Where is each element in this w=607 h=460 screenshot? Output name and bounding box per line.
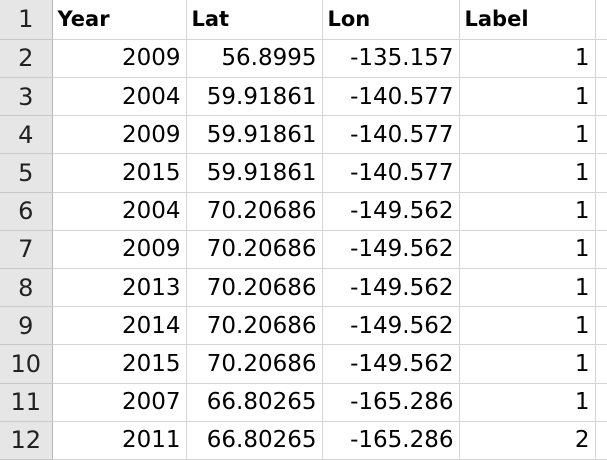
cell-label[interactable]: 1: [459, 230, 596, 269]
empty-cell[interactable]: [595, 0, 607, 40]
cell-lat[interactable]: 70.20686: [186, 192, 323, 231]
cell-lat[interactable]: 70.20686: [186, 230, 323, 269]
row-number[interactable]: 7: [0, 230, 53, 269]
row-number[interactable]: 6: [0, 192, 53, 231]
cell-lon[interactable]: -149.562: [322, 306, 460, 346]
cell-lon[interactable]: -140.577: [322, 115, 460, 155]
cell-lat[interactable]: 59.91861: [186, 115, 323, 155]
row-number[interactable]: 3: [0, 77, 53, 117]
header-row: 1 Year Lat Lon Label: [0, 0, 607, 40]
cell-year[interactable]: 2009: [52, 230, 187, 269]
row-number[interactable]: 10: [0, 344, 53, 384]
row-number[interactable]: 5: [0, 153, 53, 193]
row-number[interactable]: 1: [0, 0, 53, 40]
table-row: 11 2007 66.80265 -165.286 1: [0, 383, 607, 422]
cell-year[interactable]: 2014: [52, 306, 187, 346]
cell-lat[interactable]: 70.20686: [186, 306, 323, 346]
cell-year[interactable]: 2015: [52, 153, 187, 193]
empty-cell[interactable]: [595, 421, 607, 460]
empty-cell[interactable]: [595, 383, 607, 422]
table-row: 10 2015 70.20686 -149.562 1: [0, 344, 607, 384]
header-cell-label[interactable]: Label: [459, 0, 596, 40]
cell-label[interactable]: 1: [459, 77, 596, 117]
cell-lat[interactable]: 66.80265: [186, 383, 323, 422]
row-number[interactable]: 9: [0, 306, 53, 346]
table-row: 4 2009 59.91861 -140.577 1: [0, 115, 607, 155]
cell-lon[interactable]: -140.577: [322, 77, 460, 117]
cell-lon[interactable]: -165.286: [322, 421, 460, 460]
cell-lat[interactable]: 66.80265: [186, 421, 323, 460]
empty-cell[interactable]: [595, 306, 607, 346]
empty-cell[interactable]: [595, 115, 607, 155]
cell-lat[interactable]: 70.20686: [186, 268, 323, 308]
cell-year[interactable]: 2007: [52, 383, 187, 422]
header-cell-lat[interactable]: Lat: [186, 0, 323, 40]
cell-year[interactable]: 2004: [52, 77, 187, 117]
cell-lon[interactable]: -149.562: [322, 344, 460, 384]
cell-lon[interactable]: -135.157: [322, 39, 460, 78]
row-number[interactable]: 4: [0, 115, 53, 155]
cell-lon[interactable]: -149.562: [322, 230, 460, 269]
table-row: 5 2015 59.91861 -140.577 1: [0, 153, 607, 193]
cell-label[interactable]: 1: [459, 115, 596, 155]
cell-year[interactable]: 2015: [52, 344, 187, 384]
cell-label[interactable]: 1: [459, 268, 596, 308]
empty-cell[interactable]: [595, 77, 607, 117]
cell-lat[interactable]: 56.8995: [186, 39, 323, 78]
row-number[interactable]: 2: [0, 39, 53, 78]
cell-lon[interactable]: -149.562: [322, 268, 460, 308]
cell-lat[interactable]: 70.20686: [186, 344, 323, 384]
cell-lat[interactable]: 59.91861: [186, 77, 323, 117]
empty-cell[interactable]: [595, 230, 607, 269]
empty-cell[interactable]: [595, 39, 607, 78]
table-row: 7 2009 70.20686 -149.562 1: [0, 230, 607, 269]
cell-label[interactable]: 1: [459, 192, 596, 231]
table-row: 3 2004 59.91861 -140.577 1: [0, 77, 607, 117]
cell-label[interactable]: 1: [459, 344, 596, 384]
row-number[interactable]: 8: [0, 268, 53, 308]
empty-cell[interactable]: [595, 268, 607, 308]
table-row: 6 2004 70.20686 -149.562 1: [0, 192, 607, 231]
table-row: 9 2014 70.20686 -149.562 1: [0, 306, 607, 346]
cell-label[interactable]: 1: [459, 153, 596, 193]
cell-label[interactable]: 2: [459, 421, 596, 460]
header-cell-year[interactable]: Year: [52, 0, 187, 40]
cell-lon[interactable]: -149.562: [322, 192, 460, 231]
cell-label[interactable]: 1: [459, 39, 596, 78]
cell-year[interactable]: 2011: [52, 421, 187, 460]
empty-cell[interactable]: [595, 153, 607, 193]
cell-year[interactable]: 2009: [52, 39, 187, 78]
row-number[interactable]: 11: [0, 383, 53, 422]
cell-lat[interactable]: 59.91861: [186, 153, 323, 193]
cell-label[interactable]: 1: [459, 306, 596, 346]
cell-year[interactable]: 2004: [52, 192, 187, 231]
empty-cell[interactable]: [595, 192, 607, 231]
cell-year[interactable]: 2013: [52, 268, 187, 308]
cell-lon[interactable]: -140.577: [322, 153, 460, 193]
table-row: 8 2013 70.20686 -149.562 1: [0, 268, 607, 308]
header-cell-lon[interactable]: Lon: [322, 0, 460, 40]
cell-year[interactable]: 2009: [52, 115, 187, 155]
table-row: 12 2011 66.80265 -165.286 2: [0, 421, 607, 460]
empty-cell[interactable]: [595, 344, 607, 384]
cell-label[interactable]: 1: [459, 383, 596, 422]
table-row: 2 2009 56.8995 -135.157 1: [0, 39, 607, 78]
row-number[interactable]: 12: [0, 421, 53, 460]
cell-lon[interactable]: -165.286: [322, 383, 460, 422]
